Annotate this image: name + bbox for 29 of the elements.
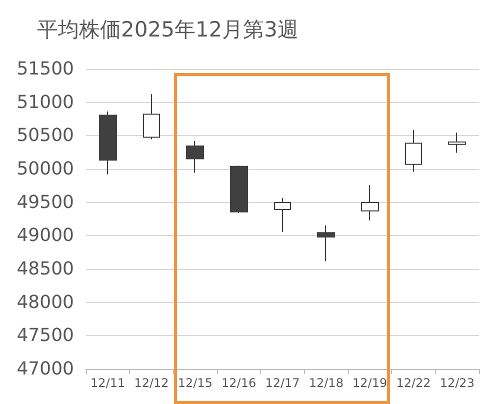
x-tick-label: 12/15 (178, 376, 212, 390)
x-tick-label: 12/16 (222, 376, 256, 390)
candlestick (143, 94, 160, 140)
y-tick-label: 51000 (16, 92, 74, 113)
candlestick (230, 165, 248, 214)
x-tick-label: 12/23 (440, 376, 474, 390)
x-tick-label: 12/22 (396, 376, 431, 390)
y-tick-label: 50000 (16, 158, 74, 180)
y-tick-label: 48500 (16, 258, 74, 280)
x-tick-label: 12/18 (308, 376, 344, 390)
x-tick-label: 12/19 (352, 376, 388, 390)
candlestick (186, 140, 204, 174)
candlestick (317, 224, 335, 262)
candlestick (361, 184, 379, 221)
candlestick (274, 197, 291, 233)
candlestick (448, 132, 466, 154)
candlestick (405, 129, 422, 172)
x-tick-label: 12/12 (134, 376, 169, 390)
y-tick-label: 47500 (16, 325, 74, 346)
chart-title: 平均株価2025年12月第3週 (37, 18, 299, 42)
candlestick (99, 111, 117, 175)
x-tick-label: 12/11 (90, 376, 126, 390)
y-tick-label: 49500 (16, 192, 74, 213)
y-tick-label: 50500 (16, 125, 74, 146)
y-tick-label: 48000 (16, 292, 74, 313)
y-tick-label: 47000 (16, 358, 74, 380)
y-tick-label: 49000 (16, 225, 74, 246)
y-tick-label: 51500 (16, 58, 74, 80)
x-tick-label: 12/17 (265, 376, 300, 390)
